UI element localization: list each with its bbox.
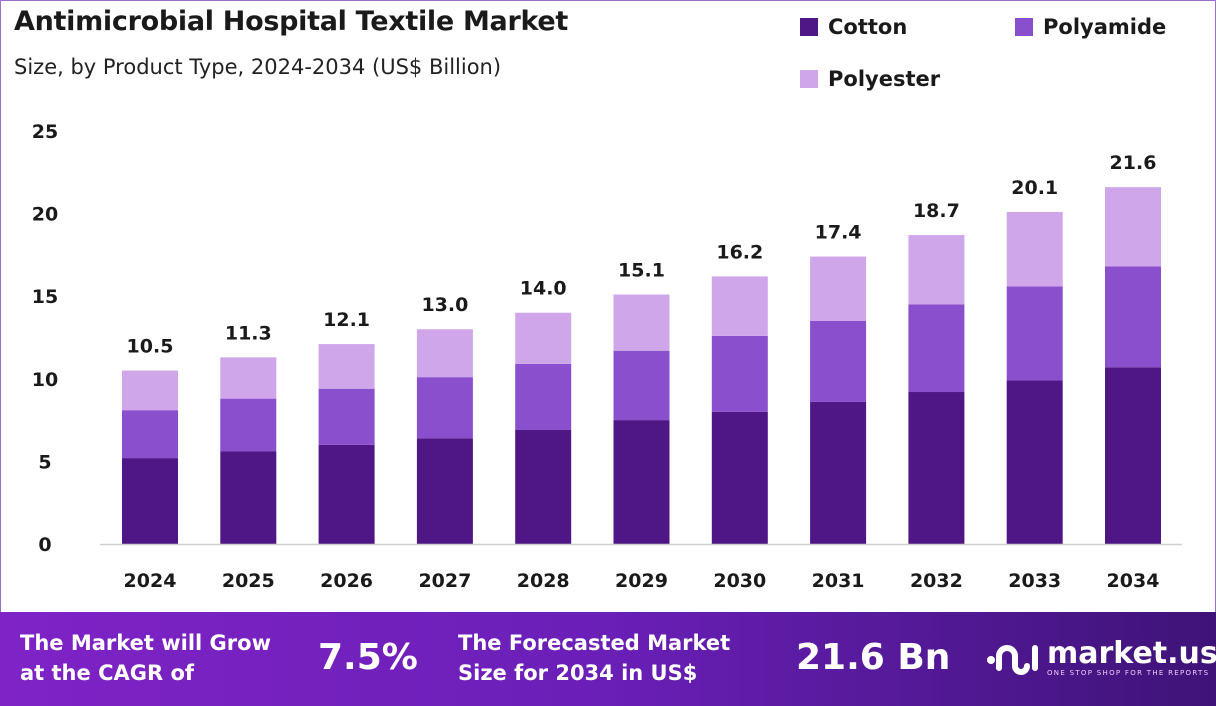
x-tick-label: 2024	[124, 570, 177, 592]
y-tick-label: 15	[32, 286, 58, 308]
total-data-label: 13.0	[421, 294, 468, 316]
x-tick-label: 2026	[320, 570, 373, 592]
bar-segment-polyamide	[318, 388, 375, 445]
y-tick-label: 20	[32, 204, 58, 226]
cagr-label-line: at the CAGR of	[20, 661, 195, 685]
y-tick-label: 10	[32, 369, 58, 391]
y-tick-label: 0	[38, 534, 51, 556]
bar-segment-polyester	[318, 344, 375, 389]
cagr-label: The Market will Grow at the CAGR of	[20, 628, 271, 688]
x-tick-label: 2028	[517, 570, 570, 592]
x-tick-label: 2034	[1107, 570, 1160, 592]
bar-segment-cotton	[711, 411, 768, 544]
legend-label: Polyamide	[1043, 15, 1167, 39]
total-data-label: 10.5	[127, 336, 174, 358]
total-data-label: 14.0	[520, 278, 567, 300]
x-tick-label: 2032	[910, 570, 963, 592]
bar-segment-cotton	[810, 401, 867, 544]
summary-banner: The Market will Grow at the CAGR of 7.5%…	[0, 612, 1216, 706]
forecast-label-line: The Forecasted Market	[458, 631, 731, 655]
bar-segment-polyamide	[416, 377, 473, 439]
chart-title: Antimicrobial Hospital Textile Market	[14, 6, 569, 37]
bar-segment-cotton	[613, 420, 670, 544]
logo-tagline: ONE STOP SHOP FOR THE REPORTS	[1047, 669, 1210, 677]
bar-segment-polyester	[515, 312, 572, 364]
bar-segment-polyamide	[613, 350, 670, 421]
bar-segment-cotton	[908, 392, 965, 544]
bar-segment-polyester	[220, 357, 277, 399]
legend-item-polyester: Polyester	[800, 67, 940, 91]
market-us-logo: market.us ONE STOP SHOP FOR THE REPORTS	[985, 638, 1216, 678]
total-data-label: 17.4	[815, 222, 862, 244]
bar-segment-cotton	[318, 444, 375, 544]
bar-segment-polyester	[416, 329, 473, 378]
bar-segment-polyamide	[1105, 266, 1161, 368]
legend-item-cotton: Cotton	[800, 15, 907, 39]
logo-name: market.us	[1047, 636, 1216, 671]
bar-segment-polyamide	[220, 398, 277, 452]
cagr-label-line: The Market will Grow	[20, 631, 271, 655]
bar-segment-polyamide	[515, 363, 572, 431]
cagr-value: 7.5%	[318, 637, 418, 678]
bar-chart: 051015202510.5202411.3202512.1202613.020…	[32, 121, 1182, 592]
bar-segment-cotton	[515, 430, 572, 544]
market-us-logo-icon	[987, 645, 1038, 675]
total-data-label: 21.6	[1110, 152, 1157, 174]
bar-segment-cotton	[122, 458, 178, 544]
bar-segment-polyester	[711, 276, 768, 336]
total-data-label: 16.2	[716, 241, 763, 263]
x-tick-label: 2029	[615, 570, 668, 592]
bar-segment-polyamide	[711, 335, 768, 412]
bar-segment-polyamide	[1006, 286, 1063, 381]
bar-segment-cotton	[416, 438, 473, 544]
legend-swatch-cotton	[800, 18, 818, 36]
bar-segment-polyester	[1006, 211, 1063, 287]
x-tick-label: 2033	[1008, 570, 1061, 592]
bar-segment-polyester	[1105, 187, 1161, 267]
forecast-label-line: Size for 2034 in US$	[458, 661, 698, 685]
forecast-label: The Forecasted Market Size for 2034 in U…	[458, 628, 730, 688]
bar-segment-polyester	[810, 256, 867, 321]
legend-swatch-polyester	[800, 70, 818, 88]
legend-item-polyamide: Polyamide	[1015, 15, 1166, 39]
total-data-label: 15.1	[618, 260, 665, 282]
total-data-label: 18.7	[913, 200, 960, 222]
chart-subtitle: Size, by Product Type, 2024-2034 (US$ Bi…	[14, 55, 502, 79]
legend-swatch-polyamide	[1015, 18, 1033, 36]
bar-segment-cotton	[1006, 380, 1063, 544]
bar-segment-cotton	[1105, 367, 1161, 544]
bar-segment-polyester	[122, 370, 178, 411]
y-tick-label: 25	[32, 121, 58, 143]
legend-label: Cotton	[828, 15, 908, 39]
legend-label: Polyester	[828, 67, 941, 91]
x-tick-label: 2030	[713, 570, 766, 592]
bar-segment-polyester	[908, 235, 965, 305]
bar-segment-cotton	[220, 451, 277, 544]
x-tick-label: 2027	[418, 570, 471, 592]
bar-segment-polyamide	[810, 320, 867, 402]
bar-segment-polyamide	[908, 304, 965, 393]
bar-segment-polyester	[613, 294, 670, 351]
bar-segment-polyamide	[122, 410, 178, 459]
total-data-label: 20.1	[1011, 177, 1058, 199]
y-tick-label: 5	[38, 451, 51, 473]
x-tick-label: 2031	[812, 570, 865, 592]
forecast-value: 21.6 Bn	[796, 637, 951, 678]
total-data-label: 12.1	[323, 309, 370, 331]
total-data-label: 11.3	[225, 322, 272, 344]
x-tick-label: 2025	[222, 570, 275, 592]
